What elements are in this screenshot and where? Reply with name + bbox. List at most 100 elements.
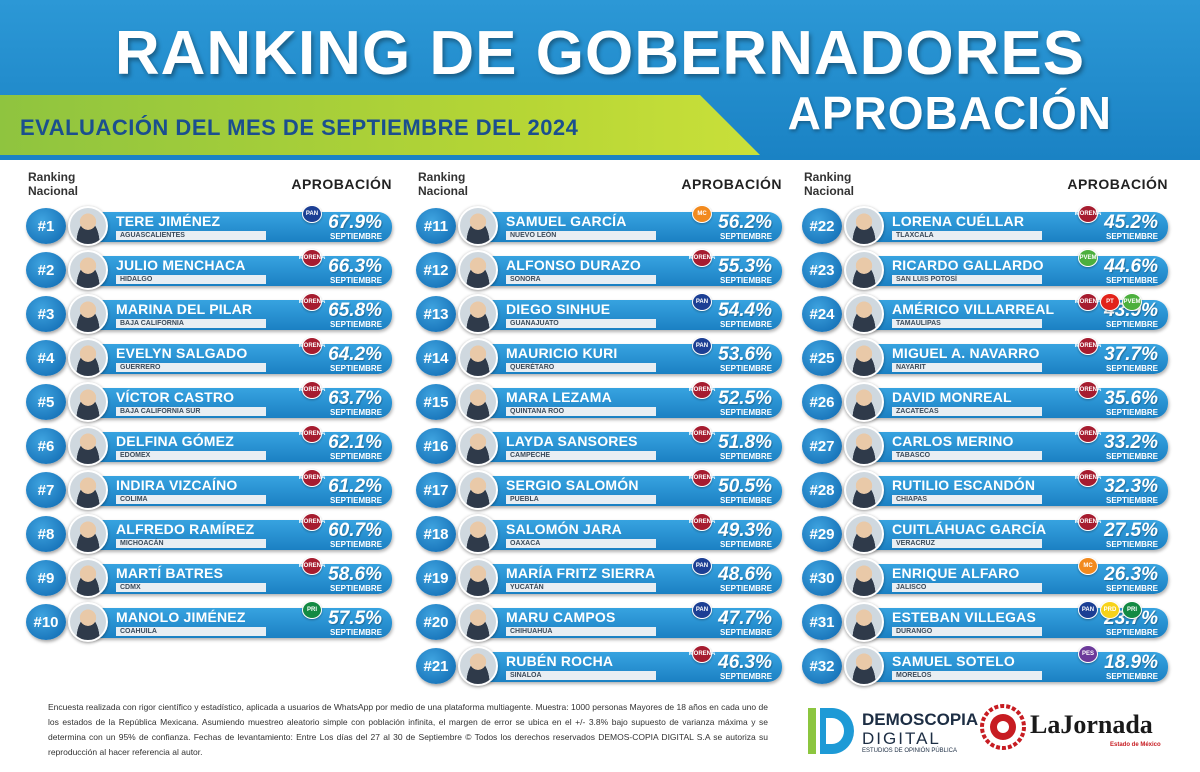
- governor-name: AMÉRICO VILLARREAL: [892, 301, 1055, 317]
- month-label: SEPTIEMBRE: [329, 232, 382, 241]
- month-label: SEPTIEMBRE: [719, 540, 772, 549]
- party-logo-icon: MC: [1078, 557, 1098, 575]
- governor-state: QUINTANA ROO: [506, 407, 656, 416]
- approval-percent: 57.5%: [328, 608, 382, 629]
- governor-state: MORELOS: [892, 671, 1042, 680]
- party-logos: MORENA: [689, 645, 715, 663]
- governor-name: ALFONSO DURAZO: [506, 257, 642, 273]
- party-logo-icon: PAN: [1078, 601, 1098, 619]
- rank-badge: #28: [802, 472, 842, 508]
- governor-photo: [68, 382, 108, 422]
- party-logos: PES: [1078, 645, 1098, 663]
- rank-badge: #18: [416, 516, 456, 552]
- governor-name: CARLOS MERINO: [892, 433, 1014, 449]
- rank-badge: #31: [802, 604, 842, 640]
- party-logo-icon: MORENA: [689, 425, 715, 443]
- party-logos: MC: [692, 205, 712, 223]
- party-logos: MORENA: [1075, 381, 1101, 399]
- approval-percent: 27.5%: [1104, 520, 1158, 541]
- party-logo-icon: MORENA: [689, 469, 715, 487]
- governor-photo: [68, 426, 108, 466]
- governor-state: TABASCO: [892, 451, 1042, 460]
- rank-label: Ranking Nacional: [804, 170, 855, 198]
- party-logos: PAN: [692, 293, 712, 311]
- party-logo-icon: MORENA: [689, 513, 715, 531]
- party-logo-icon: PVEM: [1078, 249, 1098, 267]
- governor-state: PUEBLA: [506, 495, 656, 504]
- rank-badge: #32: [802, 648, 842, 684]
- governor-photo: [68, 250, 108, 290]
- governor-photo: [68, 338, 108, 378]
- rank-badge: #7: [26, 472, 66, 508]
- approval-label: APROBACIÓN: [291, 176, 392, 192]
- month-label: SEPTIEMBRE: [719, 628, 772, 637]
- governor-row: #9 MARTÍ BATRES CDMX MORENA 58.6% SEPTIE…: [24, 556, 396, 600]
- governor-photo: [844, 646, 884, 686]
- governor-state: CHIHUAHUA: [506, 627, 656, 636]
- governor-state: CAMPECHE: [506, 451, 656, 460]
- approval-percent: 65.8%: [328, 300, 382, 321]
- party-logos: PAN PRD PRI: [1078, 601, 1142, 619]
- party-logos: PRI: [302, 601, 322, 619]
- party-logos: MORENA: [299, 469, 325, 487]
- governor-photo: [458, 338, 498, 378]
- month-label: SEPTIEMBRE: [719, 320, 772, 329]
- governor-state: SINALOA: [506, 671, 656, 680]
- governor-name: SAMUEL GARCÍA: [506, 213, 627, 229]
- month-label: SEPTIEMBRE: [719, 452, 772, 461]
- party-logo-icon: MORENA: [299, 337, 325, 355]
- rank-badge: #3: [26, 296, 66, 332]
- rank-badge: #11: [416, 208, 456, 244]
- party-logo-icon: MORENA: [1075, 205, 1101, 223]
- approval-percent: 66.3%: [328, 256, 382, 277]
- month-label: SEPTIEMBRE: [719, 276, 772, 285]
- ranking-column-3: Ranking Nacional APROBACIÓN #22 LORENA C…: [800, 170, 1172, 688]
- governor-row: #16 LAYDA SANSORES CAMPECHE MORENA 51.8%…: [414, 424, 786, 468]
- governor-row: #18 SALOMÓN JARA OAXACA MORENA 49.3% SEP…: [414, 512, 786, 556]
- governor-photo: [68, 558, 108, 598]
- governor-photo: [844, 250, 884, 290]
- governor-row: #4 EVELYN SALGADO GUERRERO MORENA 64.2% …: [24, 336, 396, 380]
- page-title: RANKING DE GOBERNADORES: [114, 19, 1086, 88]
- month-label: SEPTIEMBRE: [719, 408, 772, 417]
- governor-name: ENRIQUE ALFARO: [892, 565, 1020, 581]
- party-logos: MC: [1078, 557, 1098, 575]
- party-logos: MORENA: [299, 337, 325, 355]
- month-label: SEPTIEMBRE: [329, 540, 382, 549]
- governor-row: #2 JULIO MENCHACA HIDALGO MORENA 66.3% S…: [24, 248, 396, 292]
- approval-percent: 46.3%: [718, 652, 772, 673]
- party-logo-icon: MORENA: [299, 425, 325, 443]
- approval-percent: 44.6%: [1104, 256, 1158, 277]
- governor-row: #22 LORENA CUÉLLAR TLAXCALA MORENA 45.2%…: [800, 204, 1172, 248]
- party-logos: MORENA: [1075, 425, 1101, 443]
- governor-name: ALFREDO RAMÍREZ: [116, 521, 255, 537]
- governor-name: MANOLO JIMÉNEZ: [116, 609, 246, 625]
- governor-photo: [458, 426, 498, 466]
- governor-photo: [844, 558, 884, 598]
- party-logo-icon: MORENA: [1075, 293, 1101, 311]
- party-logo-icon: PRD: [1100, 601, 1120, 619]
- page-subtitle: EVALUACIÓN DEL MES DE SEPTIEMBRE DEL 202…: [20, 115, 579, 140]
- governor-row: #13 DIEGO SINHUE GUANAJUATO PAN 54.4% SE…: [414, 292, 786, 336]
- party-logo-icon: PAN: [692, 601, 712, 619]
- governor-state: HIDALGO: [116, 275, 266, 284]
- governor-list: #11 SAMUEL GARCÍA NUEVO LEÓN MC 56.2% SE…: [414, 204, 786, 688]
- party-logos: MORENA: [299, 381, 325, 399]
- month-label: SEPTIEMBRE: [1105, 584, 1158, 593]
- governor-state: YUCATÁN: [506, 583, 656, 592]
- party-logo-icon: MORENA: [1075, 381, 1101, 399]
- governor-row: #12 ALFONSO DURAZO SONORA MORENA 55.3% S…: [414, 248, 786, 292]
- rank-label: Ranking Nacional: [28, 170, 79, 198]
- governor-name: MARINA DEL PILAR: [116, 301, 253, 317]
- party-logo-icon: PES: [1078, 645, 1098, 663]
- governor-photo: [458, 646, 498, 686]
- month-label: SEPTIEMBRE: [1105, 320, 1158, 329]
- governor-photo: [68, 514, 108, 554]
- governor-row: #19 MARÍA FRITZ SIERRA YUCATÁN PAN 48.6%…: [414, 556, 786, 600]
- governor-row: #15 MARA LEZAMA QUINTANA ROO MORENA 52.5…: [414, 380, 786, 424]
- governor-name: DELFINA GÓMEZ: [116, 433, 234, 449]
- lajornada-seal-icon: [980, 704, 1026, 750]
- month-label: SEPTIEMBRE: [329, 496, 382, 505]
- approval-percent: 53.6%: [718, 344, 772, 365]
- approval-percent: 35.6%: [1104, 388, 1158, 409]
